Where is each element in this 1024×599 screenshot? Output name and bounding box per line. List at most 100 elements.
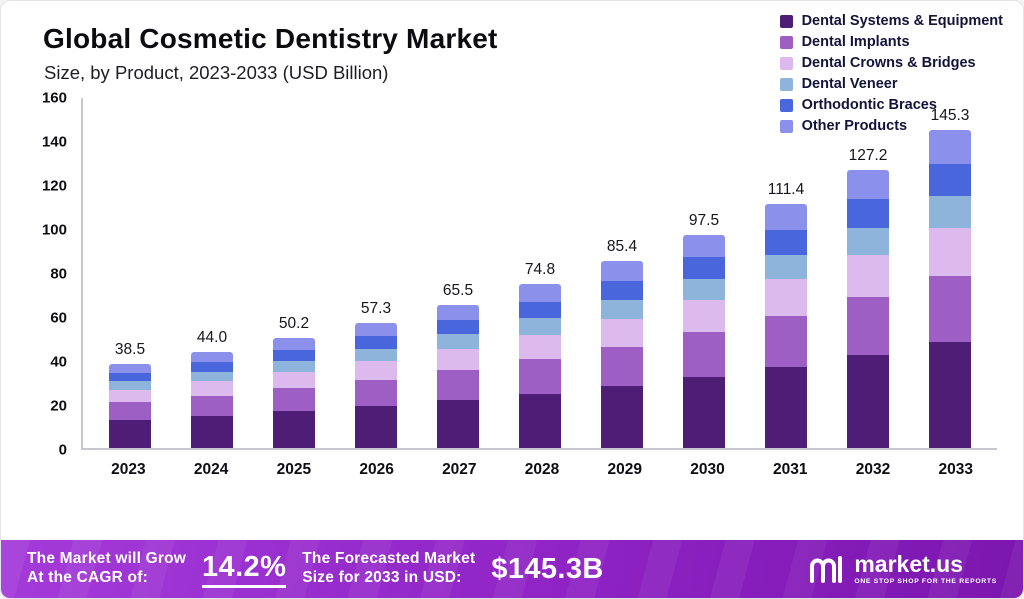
bar-segment bbox=[273, 371, 315, 389]
cagr-label-line1: The Market will Grow bbox=[27, 550, 187, 568]
footer-banner: The Market will Grow At the CAGR of: 14.… bbox=[1, 540, 1023, 598]
bar-segment bbox=[109, 372, 151, 382]
bar-segment bbox=[109, 389, 151, 403]
bar-segment bbox=[765, 204, 807, 231]
bar-segment bbox=[355, 322, 397, 336]
legend-item: Dental Crowns & Bridges bbox=[779, 55, 1003, 71]
bar-total-label: 97.5 bbox=[688, 211, 720, 229]
y-tick-label: 120 bbox=[41, 177, 67, 195]
bar-stack bbox=[683, 234, 725, 448]
bar-segment bbox=[847, 199, 889, 228]
legend-swatch-icon bbox=[779, 35, 793, 49]
bar-segment bbox=[519, 393, 561, 448]
bar-column: 97.5 bbox=[663, 98, 745, 448]
legend-swatch-icon bbox=[779, 14, 793, 28]
bar-segment bbox=[273, 388, 315, 412]
legend-item: Dental Veneer bbox=[779, 76, 1003, 92]
bar-segment bbox=[437, 348, 479, 371]
bar-total-label: 65.5 bbox=[442, 281, 474, 299]
bar-total-label: 38.5 bbox=[114, 340, 146, 358]
chart-section: Global Cosmetic Dentistry Market Size, b… bbox=[1, 1, 1023, 540]
y-tick-label: 60 bbox=[50, 309, 67, 327]
bar-segment bbox=[765, 366, 807, 448]
plot: 160 140 120 100 80 60 40 20 0 38.5 44.0 50.2 57.3 65… bbox=[17, 90, 1003, 459]
bar-segment bbox=[929, 342, 971, 448]
bar-segment bbox=[191, 362, 233, 372]
bar-stack bbox=[109, 363, 151, 448]
bar-column: 111.4 bbox=[745, 98, 827, 448]
bar-segment bbox=[929, 130, 971, 165]
bar-segment bbox=[273, 350, 315, 361]
bar-column: 145.3 bbox=[909, 98, 991, 448]
bar-column: 85.4 bbox=[581, 98, 663, 448]
bar-segment bbox=[519, 318, 561, 335]
bar-segment bbox=[683, 234, 725, 258]
legend-item: Dental Implants bbox=[779, 34, 1003, 50]
bar-segment bbox=[601, 300, 643, 319]
legend-item: Dental Systems & Equipment bbox=[779, 13, 1003, 29]
forecast-label: The Forecasted Market Size for 2033 in U… bbox=[302, 550, 475, 588]
bar-segment bbox=[683, 278, 725, 301]
y-tick-label: 80 bbox=[50, 265, 67, 283]
bar-segment bbox=[929, 275, 971, 343]
bar-segment bbox=[273, 411, 315, 448]
bar-stack bbox=[355, 322, 397, 448]
legend: Dental Systems & Equipment Dental Implant… bbox=[779, 13, 1003, 134]
bar-segment bbox=[519, 301, 561, 319]
bar-segment bbox=[765, 230, 807, 255]
legend-swatch-icon bbox=[779, 56, 793, 70]
bar-segment bbox=[601, 346, 643, 386]
bar-segment bbox=[355, 379, 397, 407]
legend-label: Dental Implants bbox=[801, 34, 910, 50]
bar-total-label: 44.0 bbox=[196, 328, 228, 346]
bar-segment bbox=[437, 320, 479, 335]
bar-segment bbox=[355, 406, 397, 448]
bar-segment bbox=[109, 363, 151, 373]
bar-segment bbox=[765, 254, 807, 280]
bar-stack bbox=[191, 351, 233, 448]
bar-stack bbox=[601, 261, 643, 448]
bar-segment bbox=[601, 281, 643, 301]
bar-segment bbox=[683, 332, 725, 378]
bar-total-label: 127.2 bbox=[848, 146, 888, 164]
bar-segment bbox=[191, 416, 233, 448]
forecast-value: $145.3B bbox=[491, 552, 604, 585]
bar-column: 74.8 bbox=[499, 98, 581, 448]
legend-swatch-icon bbox=[779, 98, 793, 112]
x-tick-label: 2031 bbox=[773, 461, 808, 478]
x-tick-label: 2030 bbox=[690, 461, 725, 478]
forecast-label-line2: Size for 2033 in USD: bbox=[302, 569, 462, 586]
bar-segment bbox=[601, 261, 643, 282]
bar-total-label: 145.3 bbox=[930, 107, 970, 125]
bar-column: 65.5 bbox=[417, 98, 499, 448]
y-tick-label: 140 bbox=[41, 133, 67, 151]
bar-stack bbox=[437, 304, 479, 448]
y-tick-label: 100 bbox=[41, 221, 67, 239]
marketus-logo-icon bbox=[808, 554, 844, 584]
brand-text: market.us ONE STOP SHOP FOR THE REPORTS bbox=[854, 553, 997, 586]
bar-segment bbox=[683, 257, 725, 279]
bar-segment bbox=[847, 227, 889, 256]
bar-segment bbox=[191, 351, 233, 363]
bar-stack bbox=[273, 338, 315, 448]
bar-total-label: 111.4 bbox=[767, 181, 805, 199]
x-tick-label: 2024 bbox=[193, 461, 229, 478]
bar-segment bbox=[683, 300, 725, 333]
bar-segment bbox=[683, 377, 725, 448]
x-tick-label: 2027 bbox=[442, 461, 477, 478]
bar-segment bbox=[109, 402, 151, 420]
brand-tagline: ONE STOP SHOP FOR THE REPORTS bbox=[854, 578, 997, 585]
bar-total-label: 57.3 bbox=[360, 299, 392, 317]
bar-column: 57.3 bbox=[335, 98, 417, 448]
bar-segment bbox=[437, 400, 479, 448]
y-tick-label: 0 bbox=[58, 441, 67, 459]
forecast-label-line1: The Forecasted Market bbox=[302, 550, 476, 568]
bar-segment bbox=[355, 348, 397, 362]
y-tick-label: 20 bbox=[50, 397, 67, 415]
bar-stack bbox=[519, 284, 561, 448]
x-tick-label: 2033 bbox=[938, 461, 973, 478]
bar-segment bbox=[847, 169, 889, 200]
legend-label: Dental Veneer bbox=[801, 76, 898, 92]
bar-segment bbox=[519, 359, 561, 394]
x-axis: 2023 2024 2025 2026 2027 2028 2029 2030 2031 2032… bbox=[81, 450, 1003, 479]
